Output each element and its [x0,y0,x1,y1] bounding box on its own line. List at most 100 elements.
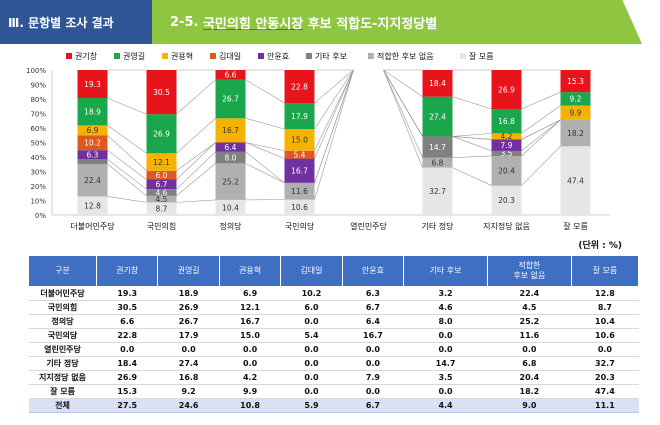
series-connector-line [314,69,354,151]
bar-data-label: 4.6 [156,188,168,197]
series-connector-line [176,79,216,115]
series-connector-line [521,119,561,140]
bar-segment [146,195,177,203]
bar-segment [215,151,246,164]
table-row-label: 열린민주당 [28,342,97,357]
bar-data-label: 18.9 [84,107,101,116]
table-cell: 0.0 [96,342,158,357]
table-cell: 0.0 [219,342,281,357]
series-connector-line [314,69,354,104]
bar-data-label: 18.4 [429,79,446,88]
table-cell: 22.8 [96,328,158,343]
bar-segment [284,150,315,159]
table-cell: 27.5 [96,398,158,413]
series-connector-line [383,69,423,168]
bar-data-label: 6.9 [87,126,99,135]
bar-segment [491,155,522,186]
bar-data-label: 6.3 [87,151,99,160]
legend-label: 김대일 [219,51,241,61]
title-suffix: 후보 적합도-지지정당별 [303,16,438,32]
series-connector-line [383,69,423,137]
series-connector-line [245,117,285,130]
table-cell: 27.4 [157,356,220,371]
bar-segment [422,96,453,137]
bar-segment [146,153,177,171]
legend-swatch [460,53,466,59]
series-connector-line [107,163,147,197]
y-tick-label: 50% [30,140,46,148]
table-cell: 9.0 [487,398,572,413]
bar-data-label: 5.4 [294,150,306,159]
bar-segment [491,185,522,215]
bar-data-label: 6.7 [156,180,168,189]
bar-data-label: 4.2 [501,132,513,141]
bar-segment [215,118,246,143]
bar-data-label: 47.4 [567,176,584,185]
bar-data-label: 22.8 [291,82,308,91]
series-connector-line [452,96,492,110]
table-header-cell: 기타 후보 [403,255,488,287]
bar-data-label: 14.7 [429,143,446,152]
table-row-label: 국민의당 [28,328,97,343]
table-cell: 5.9 [280,398,343,413]
table-row: 국민의힘 30.5 26.9 12.1 6.0 6.7 4.6 4.5 8.7 [28,300,639,315]
table-row-label: 정의당 [28,314,97,329]
table-cell: 8.0 [403,314,488,329]
table-cell: 0.0 [280,384,343,399]
bar-data-label: 10.4 [222,203,239,212]
series-connector-line [314,69,354,159]
bar-data-label: 15.3 [567,77,584,86]
bar-data-label: 4.5 [156,195,168,204]
table-cell: 26.9 [96,370,158,385]
bar-data-label: 30.5 [153,88,170,97]
series-connector-line [245,142,285,152]
series-connector-line [521,146,561,186]
table-cell: 16.7 [219,314,281,329]
table-cell: 12.8 [571,286,639,301]
table-row-label: 더불어민주당 [28,286,97,301]
bar-segment [77,150,108,160]
table-cell: 3.5 [403,370,488,385]
title-underlined: 국민의힘 안동시장 [202,16,304,32]
table-row: 정의당 6.6 26.7 16.7 0.0 6.4 8.0 25.2 10.4 [28,314,639,329]
bar-data-label: 15.0 [291,136,308,145]
series-connector-line [452,136,492,152]
bar-data-label: 3.5 [501,149,513,158]
y-tick-label: 70% [30,111,46,119]
y-tick-label: 60% [30,125,46,133]
series-connector-line [521,91,561,110]
table-cell: 4.5 [487,300,572,315]
bar-segment [215,79,246,119]
series-connector-line [176,151,216,190]
table-cell: 26.9 [157,300,220,315]
table-cell: 18.4 [96,356,158,371]
series-connector-line [107,159,147,190]
table-cell: 4.2 [219,370,281,385]
table-cell: 18.2 [487,384,572,399]
table-cell: 12.1 [219,300,281,315]
x-tick-label: 더불어민주당 [70,221,115,231]
series-connector-line [176,142,216,172]
table-cell: 6.3 [342,286,404,301]
table-header-category: 구분 [28,255,97,287]
table-cell: 0.0 [280,314,343,329]
x-tick-label: 열린민주당 [350,221,387,231]
bar-segment [284,129,315,151]
x-tick-label: 지지정당 없음 [483,221,530,231]
table-cell: 5.4 [280,328,343,343]
table-cell: 15.0 [219,328,281,343]
table-cell: 9.9 [219,384,281,399]
bar-data-label: 32.7 [429,187,446,196]
table-cell: 8.7 [571,300,639,315]
legend-swatch [114,53,120,59]
table-cell: 15.3 [96,384,158,399]
title-prefix: 2-5. [170,14,203,30]
series-connector-line [314,69,354,130]
table-cell: 0.0 [219,356,281,371]
bar-data-label: 26.9 [153,130,170,139]
table-cell: 7.9 [342,370,404,385]
bar-segment [146,179,177,190]
table-row-label: 잘 모름 [28,384,97,399]
legend-swatch [258,53,264,59]
table-cell: 25.2 [487,314,572,329]
